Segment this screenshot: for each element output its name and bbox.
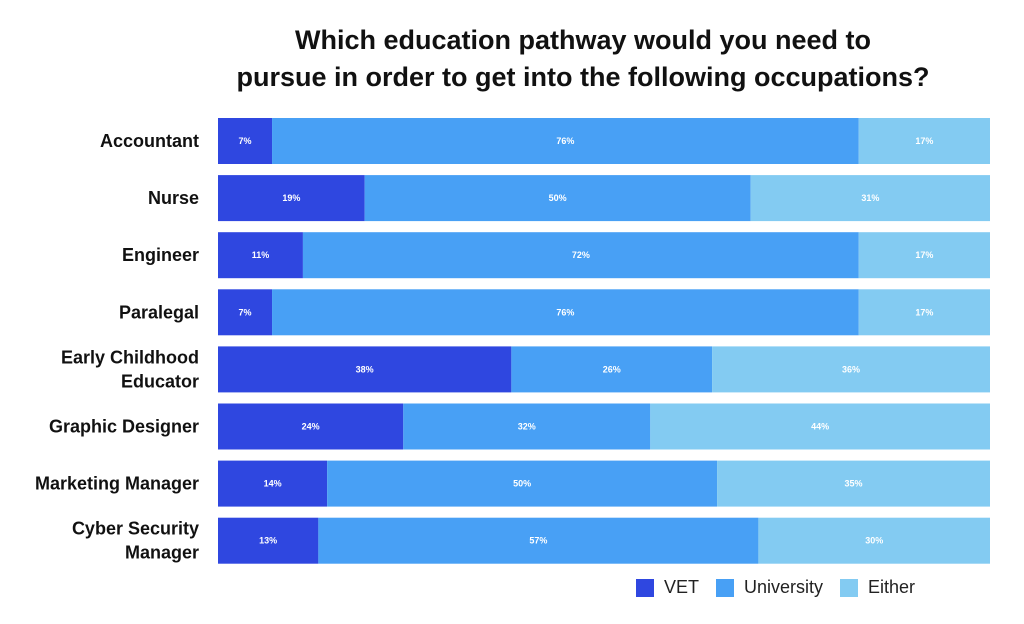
category-label-3: Paralegal — [119, 302, 199, 322]
category-label-6: Marketing Manager — [35, 474, 199, 494]
value-label-university-6: 50% — [513, 479, 531, 489]
bar-segment-either-0 — [858, 118, 990, 164]
value-label-university-7: 57% — [529, 536, 547, 546]
value-label-vet-1: 19% — [282, 193, 300, 203]
legend-swatch-university — [716, 578, 735, 597]
category-label-2: Engineer — [122, 245, 199, 265]
value-label-either-3: 17% — [915, 307, 933, 317]
value-label-university-5: 32% — [518, 422, 536, 432]
category-label-0: Accountant — [100, 131, 199, 151]
value-label-vet-5: 24% — [302, 422, 320, 432]
bar-segment-vet-1 — [218, 175, 365, 222]
category-label-4: Early Childhood Educator — [61, 347, 199, 391]
bar-segment-university-5 — [403, 403, 651, 450]
value-label-vet-6: 14% — [264, 479, 282, 489]
bar-segment-either-7 — [758, 517, 990, 564]
bar-segment-vet-0 — [218, 118, 273, 164]
legend-item-either: Either — [840, 577, 915, 598]
bar-segment-university-3 — [272, 289, 859, 336]
bar-segment-either-1 — [750, 175, 990, 222]
value-label-university-3: 76% — [556, 307, 574, 317]
legend-label-vet: VET — [664, 577, 700, 597]
bar-segment-vet-7 — [218, 517, 319, 564]
bar-segment-university-7 — [318, 517, 759, 564]
legend-label-either: Either — [868, 577, 916, 597]
value-label-either-4: 36% — [842, 364, 860, 374]
legend-swatch-vet — [636, 578, 654, 597]
value-label-vet-2: 11% — [252, 250, 270, 260]
bar-segment-vet-4 — [218, 346, 512, 393]
category-label-1: Nurse — [148, 188, 199, 208]
value-label-vet-7: 13% — [259, 536, 277, 546]
value-label-university-2: 72% — [572, 250, 590, 260]
value-label-vet-4: 38% — [356, 364, 374, 374]
bar-segment-university-1 — [364, 175, 751, 222]
value-label-university-1: 50% — [549, 193, 567, 203]
value-label-vet-3: 7% — [239, 307, 252, 317]
bar-segment-university-6 — [327, 460, 718, 507]
value-label-either-0: 17% — [915, 136, 933, 146]
value-label-vet-0: 7% — [239, 136, 252, 146]
value-label-either-5: 44% — [811, 422, 829, 432]
bar-segment-vet-3 — [218, 289, 273, 336]
bar-segment-either-6 — [717, 460, 990, 507]
category-label-5: Graphic Designer — [49, 417, 199, 437]
bar-segment-vet-6 — [218, 460, 328, 507]
bar-segment-vet-5 — [218, 403, 404, 450]
bar-segment-university-4 — [511, 346, 713, 393]
value-label-either-1: 31% — [861, 193, 879, 203]
value-label-either-7: 30% — [865, 536, 883, 546]
value-label-either-2: 17% — [915, 250, 933, 260]
legend-item-vet: VET — [636, 577, 699, 598]
value-label-either-6: 35% — [845, 479, 863, 489]
legend-swatch-either — [840, 578, 859, 597]
bar-segment-university-2 — [302, 232, 859, 279]
category-label-7: Cyber Security Manager — [72, 519, 199, 563]
chart-title: Which education pathway would you need t… — [200, 22, 966, 96]
bar-segment-either-3 — [858, 289, 990, 336]
legend-label-university: University — [744, 577, 824, 597]
bar-segment-either-4 — [712, 346, 990, 393]
bar-segment-either-5 — [650, 403, 990, 450]
legend-item-university: University — [716, 577, 823, 598]
bar-segment-either-2 — [858, 232, 990, 279]
chart-title-line-1: Which education pathway would you need t… — [294, 25, 872, 55]
chart-title-line-2: pursue in order to get into the followin… — [236, 62, 930, 92]
chart-legend: VET University Either — [636, 577, 932, 598]
bar-segment-university-0 — [272, 118, 859, 164]
value-label-university-0: 76% — [556, 136, 574, 146]
bar-segment-vet-2 — [218, 232, 303, 279]
value-label-university-4: 26% — [603, 364, 621, 374]
